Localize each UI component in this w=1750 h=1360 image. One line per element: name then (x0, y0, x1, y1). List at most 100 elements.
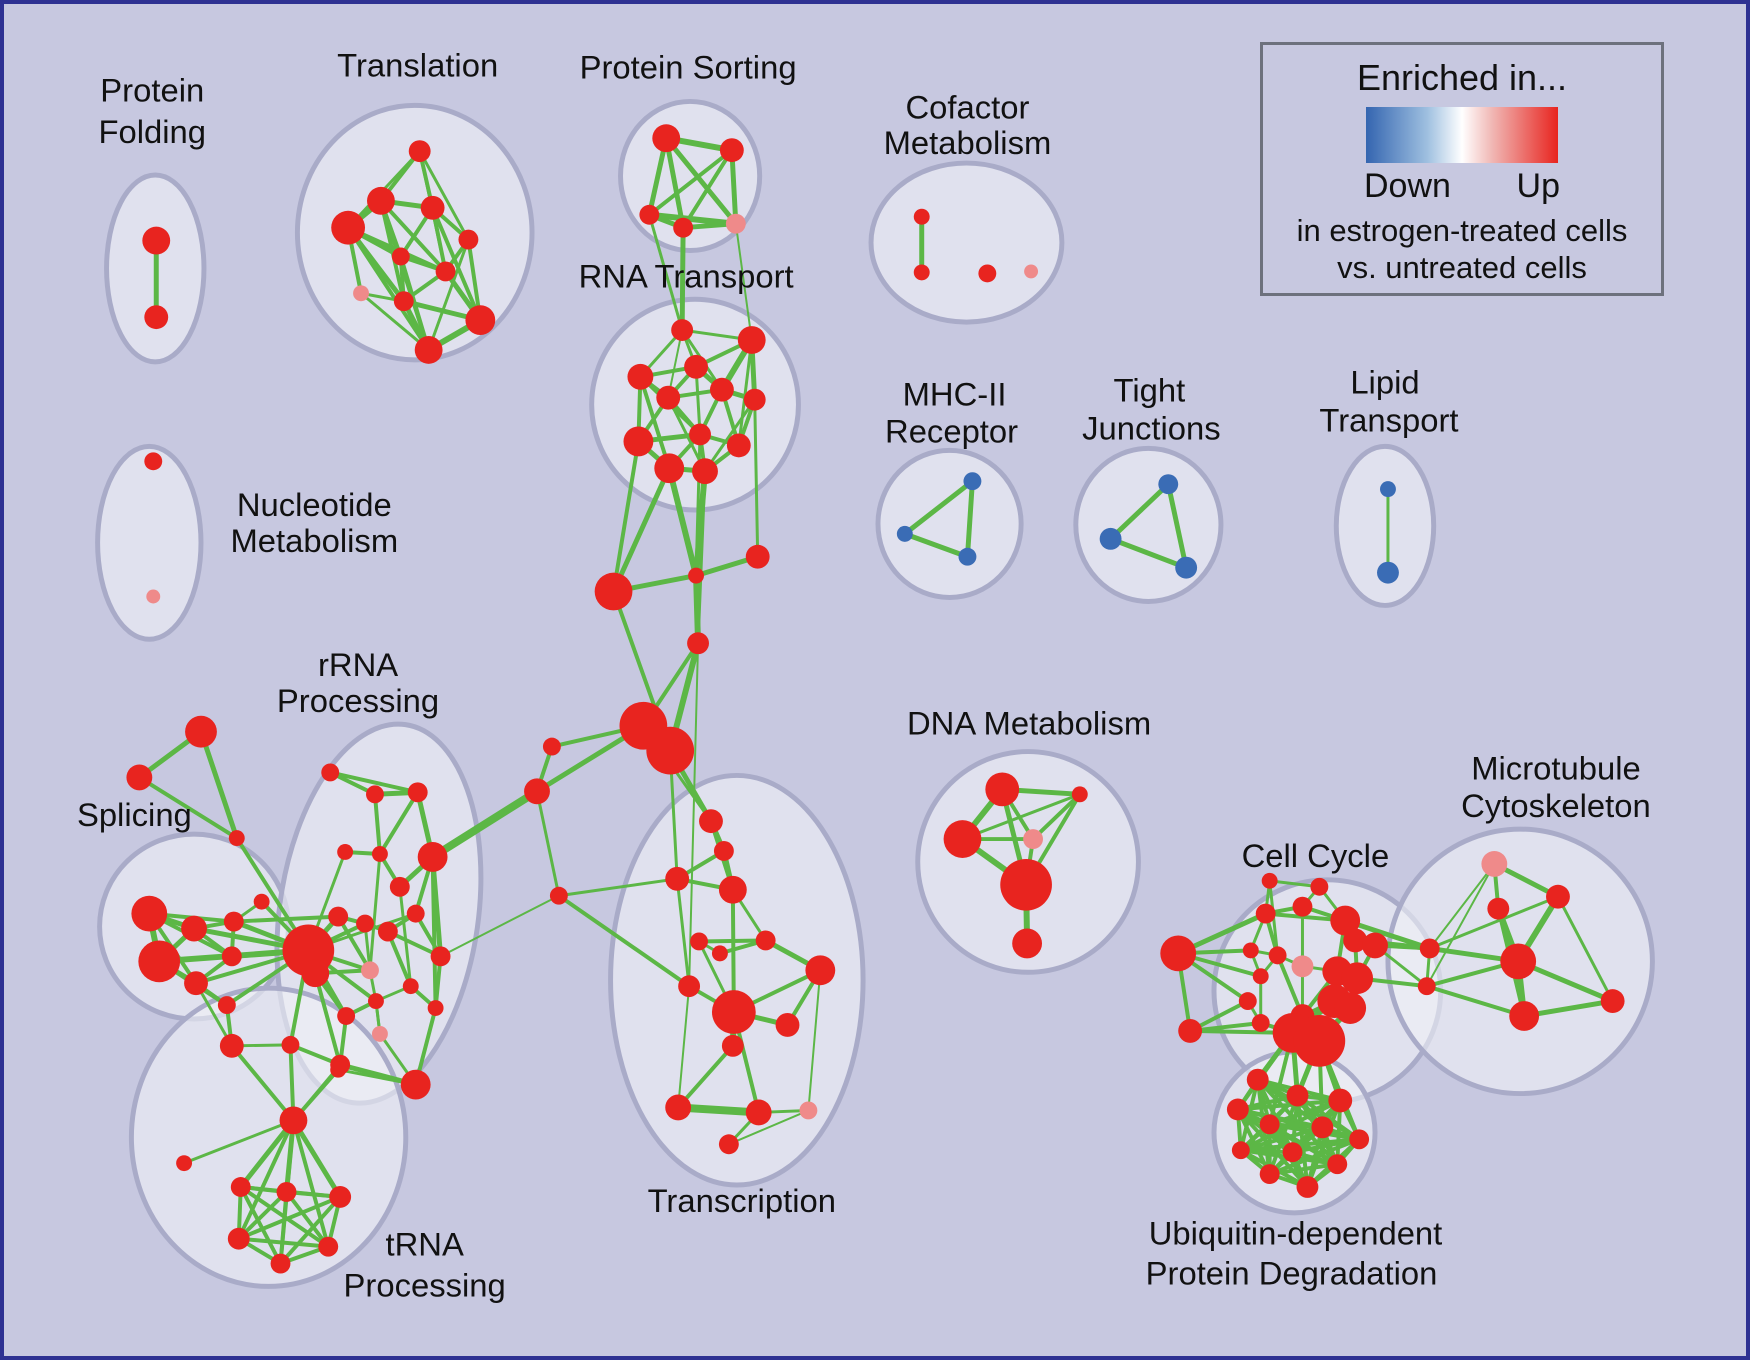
cluster-label: RNA Transport (579, 257, 794, 294)
edge (611, 439, 641, 594)
node (687, 632, 709, 655)
node (1261, 872, 1278, 889)
node (318, 1236, 339, 1257)
node (1023, 829, 1044, 849)
node (184, 971, 208, 996)
node (337, 844, 354, 860)
node (420, 195, 445, 220)
node (367, 186, 395, 215)
node (371, 1025, 388, 1042)
node (1178, 1018, 1203, 1043)
node (673, 217, 694, 238)
node (1024, 264, 1039, 279)
node (711, 945, 728, 962)
edge (737, 338, 754, 447)
node (699, 809, 723, 834)
node (1419, 938, 1440, 959)
edge (693, 572, 702, 647)
cluster-label: Metabolism (230, 522, 398, 559)
node (690, 932, 708, 951)
edge (727, 1109, 810, 1146)
cluster-label: Protein Sorting (580, 49, 797, 86)
node (253, 893, 270, 910)
edge (313, 971, 343, 1067)
node (678, 975, 701, 998)
node (671, 319, 694, 342)
cluster-label: Processing (344, 1266, 506, 1303)
edge (556, 893, 692, 989)
node (1252, 968, 1269, 985)
edge (703, 398, 757, 473)
cluster-ellipse-cofactor-metabolism (868, 160, 1065, 325)
node (713, 841, 734, 861)
edge (398, 885, 413, 988)
edge (194, 981, 234, 1048)
node (725, 213, 746, 234)
node (146, 589, 161, 604)
cluster-label: Cofactor (905, 88, 1029, 125)
node (330, 1061, 347, 1078)
edge (663, 135, 739, 227)
node (276, 1182, 297, 1202)
edge (677, 985, 691, 1109)
edge (278, 1194, 343, 1266)
edge (681, 148, 734, 230)
edge (729, 147, 739, 227)
edge (418, 149, 470, 242)
edge (137, 775, 239, 841)
node (623, 426, 654, 457)
node (435, 261, 456, 282)
cluster-ellipse-tight-junctions (1073, 445, 1224, 604)
edge (284, 1189, 331, 1249)
edge (1165, 481, 1189, 571)
node (1311, 1116, 1334, 1139)
node (219, 1033, 244, 1058)
node (1481, 850, 1508, 877)
node (366, 785, 384, 804)
edge (679, 225, 686, 333)
cluster-label: Transcription (648, 1182, 836, 1219)
node (301, 959, 330, 988)
edge (238, 1117, 296, 1190)
edge (430, 854, 438, 1011)
edge (1290, 1137, 1362, 1155)
node (1349, 1129, 1370, 1150)
node (745, 544, 770, 569)
node (1334, 992, 1367, 1024)
legend-down-label: Down (1364, 167, 1451, 205)
edge (236, 1189, 289, 1241)
node (594, 572, 633, 611)
node (217, 996, 236, 1015)
node (176, 1155, 193, 1172)
node (1362, 932, 1388, 959)
cluster-label: Protein (100, 71, 204, 108)
edge (1031, 792, 1082, 842)
node (1500, 943, 1537, 980)
edge (1108, 536, 1189, 571)
edge (290, 1117, 343, 1200)
node (1293, 1015, 1346, 1067)
edge (346, 225, 431, 352)
node (755, 930, 776, 951)
edge (753, 398, 760, 559)
node (228, 830, 245, 847)
node (743, 388, 766, 411)
cluster-label: Processing (277, 682, 439, 719)
edge (557, 877, 679, 898)
node (458, 229, 479, 250)
legend-box: Enriched in... Down Up in estrogen-treat… (1260, 42, 1664, 296)
node (1282, 1142, 1303, 1163)
edge (666, 465, 700, 579)
cluster-label: Ubiquitin-dependent (1149, 1215, 1443, 1252)
node (1246, 1068, 1269, 1091)
node (402, 978, 419, 995)
node (221, 946, 242, 967)
node (775, 1013, 800, 1037)
edge (377, 790, 420, 856)
node (230, 1177, 251, 1197)
edge (697, 938, 768, 944)
node (913, 208, 930, 225)
node (144, 305, 169, 330)
cluster-label: tRNA (385, 1226, 463, 1263)
cluster-label: MHC-II (903, 376, 1007, 413)
